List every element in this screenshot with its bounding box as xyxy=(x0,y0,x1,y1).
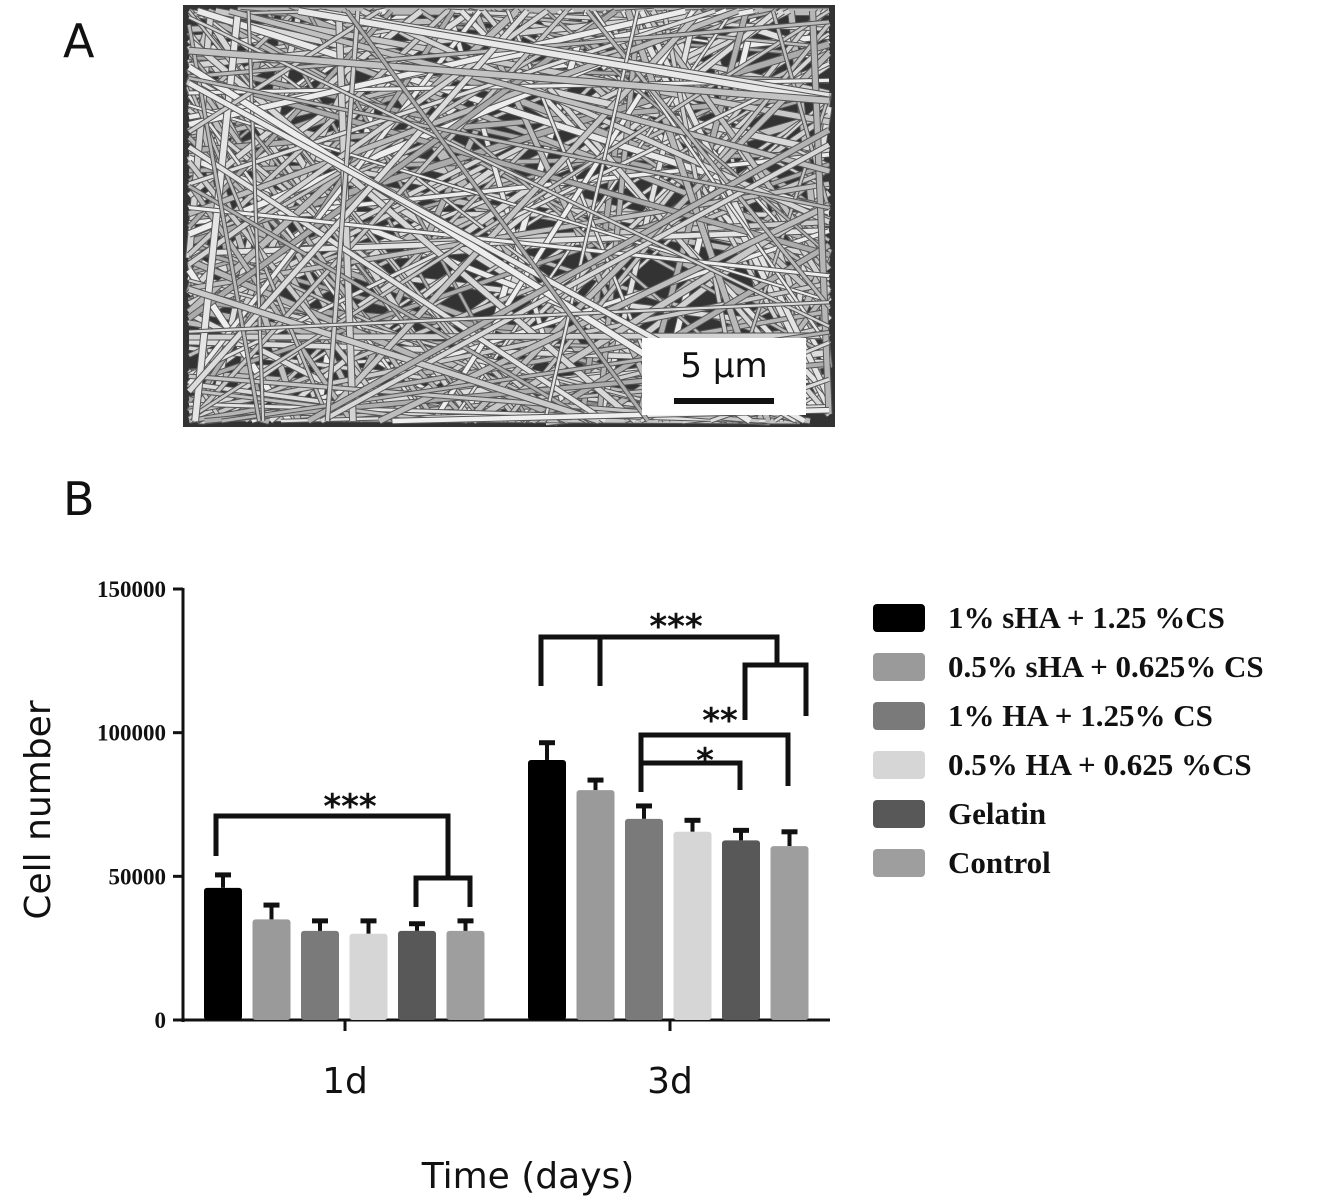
bar xyxy=(349,933,388,1020)
bracket-3d-sub xyxy=(742,662,809,720)
legend-label: Gelatin xyxy=(948,796,1047,831)
legend-label: 0.5% sHA + 0.625% CS xyxy=(948,649,1264,684)
legend-label: 1% HA + 1.25% CS xyxy=(948,698,1213,733)
fiber xyxy=(188,47,830,104)
fiber xyxy=(188,8,739,217)
y-tick-label: 50000 xyxy=(109,864,167,889)
bracket-1d-main xyxy=(213,813,451,878)
fiber xyxy=(188,9,380,134)
bar xyxy=(204,887,242,1020)
scale-bar xyxy=(674,398,774,404)
panel-b-label: B xyxy=(63,472,95,526)
y-axis-label: Cell number xyxy=(18,700,59,919)
bar xyxy=(252,919,291,1020)
fiber xyxy=(188,185,591,423)
legend-swatch xyxy=(873,702,925,730)
fiber xyxy=(809,10,832,415)
bar xyxy=(398,930,436,1020)
y-tick-label: 150000 xyxy=(97,577,166,602)
bar xyxy=(576,790,615,1020)
bar xyxy=(722,840,760,1020)
legend-item: Control xyxy=(873,845,1051,880)
bar xyxy=(770,846,809,1020)
y-tick-label: 0 xyxy=(155,1008,167,1033)
fiber xyxy=(307,127,831,424)
legend-swatch xyxy=(873,751,925,779)
fiber xyxy=(188,206,830,278)
bar xyxy=(625,818,663,1020)
bar xyxy=(528,759,566,1020)
legend-swatch xyxy=(873,800,925,828)
legend-item: 0.5% sHA + 0.625% CS xyxy=(873,649,1264,684)
fiber xyxy=(187,136,470,423)
fiber xyxy=(543,10,639,422)
sem-micrograph: 5 µm xyxy=(183,5,835,427)
legend-swatch xyxy=(873,653,925,681)
fiber xyxy=(345,10,650,422)
bar xyxy=(301,930,339,1020)
panel-a-label: A xyxy=(63,14,95,68)
significance-label: *** xyxy=(323,787,377,827)
legend-item: Gelatin xyxy=(873,796,1047,831)
fiber-network-image xyxy=(185,6,833,427)
legend-label: 1% sHA + 1.25 %CS xyxy=(948,600,1225,635)
legend-item: 1% HA + 1.25% CS xyxy=(873,698,1213,733)
scale-bar-box: 5 µm xyxy=(642,338,806,415)
legend-label: 0.5% HA + 0.625 %CS xyxy=(948,747,1252,782)
scale-bar-label: 5 µm xyxy=(680,346,768,386)
x-tick-label: 1d xyxy=(322,1061,368,1102)
fiber xyxy=(188,73,830,257)
significance-label: *** xyxy=(649,607,703,647)
significance-label: ** xyxy=(702,701,738,741)
x-tick-label: 3d xyxy=(647,1061,693,1102)
bar xyxy=(673,831,712,1020)
fiber xyxy=(188,76,830,210)
fiber xyxy=(188,286,600,424)
bracket-1d-sub xyxy=(413,875,473,907)
fiber xyxy=(188,402,766,423)
fiber xyxy=(187,9,617,321)
fiber xyxy=(228,8,830,174)
x-axis-label: Time (days) xyxy=(421,1156,635,1197)
fiber xyxy=(192,10,241,422)
fiber xyxy=(247,10,265,422)
fiber xyxy=(297,8,830,104)
fiber xyxy=(188,16,830,328)
legend-label: Control xyxy=(948,845,1051,880)
legend-swatch xyxy=(873,849,925,877)
fiber xyxy=(188,301,830,333)
significance-label: * xyxy=(696,741,714,781)
bracket-3d-main xyxy=(538,634,780,686)
legend-item: 1% sHA + 1.25 %CS xyxy=(873,600,1225,635)
y-tick-label: 100000 xyxy=(97,721,166,746)
bar xyxy=(446,930,485,1020)
fiber xyxy=(325,10,360,422)
bracket-3d-single xyxy=(641,760,743,790)
legend-swatch xyxy=(873,604,925,632)
legend-item: 0.5% HA + 0.625 %CS xyxy=(873,747,1252,782)
